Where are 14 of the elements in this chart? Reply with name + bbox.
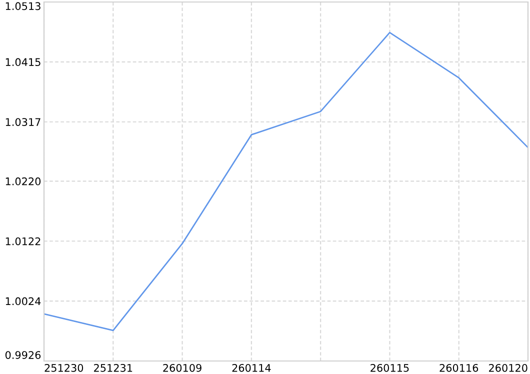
x-tick-label: 251230 [44,364,84,372]
y-tick-label: 1.0220 [6,177,41,186]
x-tick-label: 260116 [440,364,478,372]
y-tick-label: 1.0415 [6,58,40,66]
x-tick-label: 251231 [94,364,132,372]
x-tick-label: 260115 [370,364,409,372]
x-tick-label: 260114 [232,364,271,372]
x-tick-label: 260120 [489,364,528,372]
y-tick-label: 1.0024 [6,297,41,306]
y-tick-label: 1.0122 [6,237,40,246]
y-tick-label: 1.0513 [6,2,40,10]
x-tick-label: 260109 [163,364,202,372]
y-tick-label: 1.0317 [6,118,40,126]
y-tick-label: 0.9926 [5,351,41,359]
